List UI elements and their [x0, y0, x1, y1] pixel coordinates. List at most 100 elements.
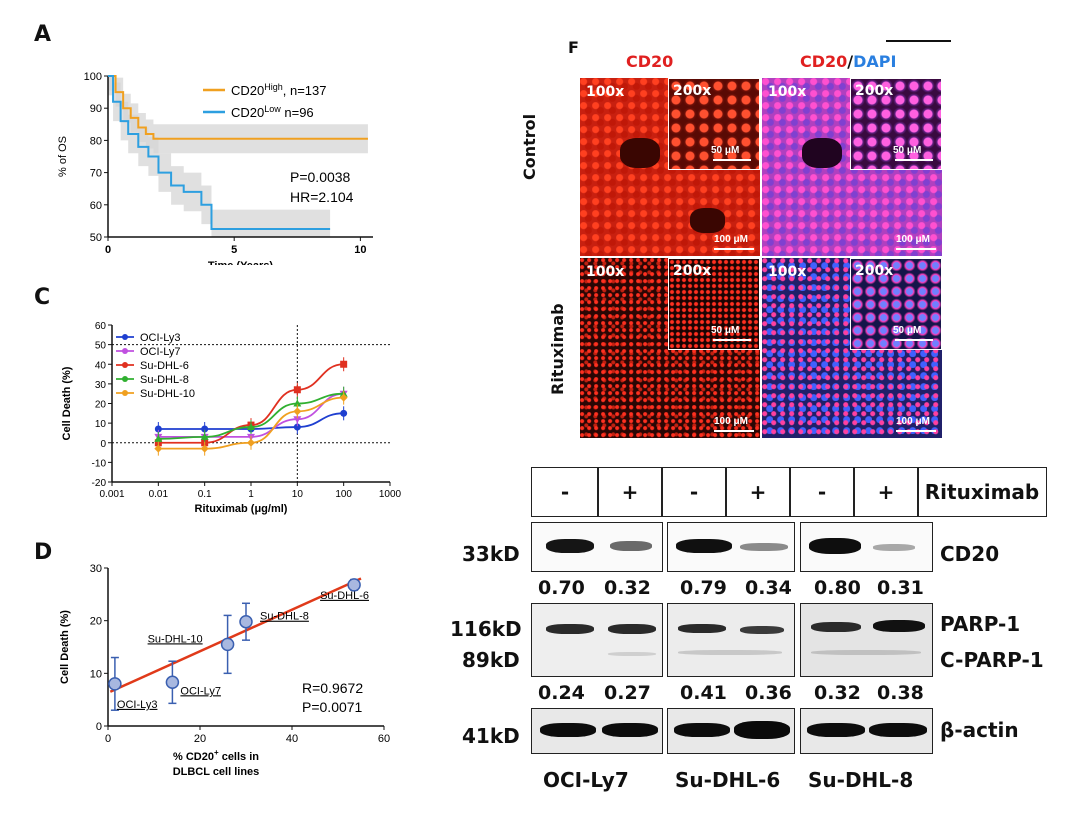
annotation-p: P=0.0038 [290, 169, 351, 185]
data-point [154, 444, 163, 453]
blot-band [807, 723, 865, 737]
x-tick-label: 0.01 [149, 489, 169, 500]
annotation-r: R=0.9672 [302, 680, 363, 696]
data-point [200, 444, 209, 453]
blot-band [678, 650, 782, 655]
x-tick-label: 1000 [379, 489, 402, 500]
y-axis-label: Cell Death (%) [61, 366, 73, 440]
x-tick-label: 10 [354, 244, 366, 256]
x-tick-label: 20 [194, 733, 206, 745]
magnification-label: 200x [673, 263, 712, 279]
x-tick-label: 0 [105, 733, 111, 745]
micro-header-merge-sep: / [847, 52, 854, 71]
legend-label: Su-DHL-8 [140, 374, 189, 386]
blot-band [676, 539, 732, 553]
y-axis-label: % of OS [57, 136, 69, 177]
legend-label: Su-DHL-10 [140, 388, 195, 400]
blot-band [678, 624, 726, 633]
micrograph-inset: 200x 50 μM [850, 78, 942, 170]
blot-frame [800, 522, 933, 572]
cell-line-label: OCI-Ly7 [543, 768, 629, 792]
magnification-label: 200x [673, 83, 712, 99]
data-point [201, 425, 209, 433]
blot-band [734, 721, 790, 739]
survival-line-0 [108, 75, 368, 140]
legend-label-main: CD20 [231, 105, 264, 120]
y-tick-label: 20 [90, 616, 102, 628]
y-tick-label: 60 [95, 321, 107, 332]
blot-band [674, 723, 730, 737]
x-axis-label-line2: DLBCL cell lines [173, 766, 260, 778]
legend-label: CD20High, n=137 [231, 82, 327, 98]
data-point [165, 675, 180, 690]
blot-band [811, 622, 861, 632]
dark-patch [690, 208, 725, 233]
y-tick-label: -20 [92, 478, 107, 489]
blot-band [546, 539, 594, 553]
magnification-label: 100x [768, 84, 807, 100]
data-point [220, 637, 235, 652]
blot-frame [667, 522, 795, 572]
treatment-sign: + [725, 467, 791, 517]
blot-frame [531, 522, 663, 572]
x-tick-label: 100 [335, 489, 352, 500]
x-axis-label-main: % CD20 [173, 751, 214, 763]
y-tick-label: 20 [95, 400, 107, 411]
data-point [200, 432, 209, 440]
legend-label-sup: High [264, 82, 283, 92]
point-label: Su-DHL-10 [148, 633, 203, 645]
x-tick-label: 0.001 [99, 489, 124, 500]
legend-label-main: CD20 [231, 83, 264, 98]
y-tick-label: -10 [92, 458, 107, 469]
data-point [293, 399, 302, 407]
scale-bar [713, 339, 751, 341]
point-label: Su-DHL-8 [260, 611, 309, 623]
marker-kd: 41kD [462, 724, 520, 748]
quant-value: 0.27 [604, 682, 651, 704]
blot-band [740, 626, 784, 634]
quant-value: 0.70 [538, 577, 585, 599]
point-label: OCI-Ly3 [117, 699, 158, 711]
legend-marker [122, 348, 128, 354]
legend-label-tail: , n=137 [283, 83, 327, 98]
x-tick-label: 10 [292, 489, 304, 500]
scale-label: 50 μM [711, 325, 740, 336]
scale-bar [713, 159, 751, 161]
y-tick-label: 60 [90, 200, 102, 212]
protein-label: PARP-1 [940, 612, 1021, 636]
point-label: OCI-Ly7 [180, 685, 221, 697]
y-tick-label: 10 [95, 419, 107, 430]
protein-label: C-PARP-1 [940, 648, 1044, 672]
blot-band [540, 723, 596, 737]
legend-marker [122, 334, 128, 340]
data-point [247, 423, 255, 431]
micro-header-merge: CD20/DAPI [800, 52, 896, 71]
panel-label-c: C [34, 285, 51, 310]
treatment-label: Rituximab [917, 467, 1047, 517]
y-tick-label: 0 [96, 721, 102, 733]
scale-label: 100 μM [714, 234, 748, 245]
x-axis-label: % CD20+ cells in [173, 748, 259, 763]
blot-band [873, 620, 925, 632]
micrograph-control-cd20: 100x 200x 50 μM 100 μM [580, 78, 760, 256]
micrograph-rituximab-cd20: 100x 200x 50 μM 100 μM [580, 258, 760, 438]
magnification-label: 200x [855, 83, 894, 99]
row-label-rituximab: Rituximab [548, 303, 567, 395]
annotation-hr: HR=2.104 [290, 189, 354, 205]
blot-frame [531, 603, 663, 677]
x-tick-label: 5 [231, 244, 237, 256]
data-point [347, 578, 361, 592]
x-axis-label: Time (Years) [208, 260, 274, 265]
protein-label: β-actin [940, 718, 1019, 742]
blot-band [610, 541, 652, 551]
blot-band [740, 543, 788, 551]
quant-value: 0.32 [604, 577, 651, 599]
quant-value: 0.34 [745, 577, 792, 599]
scale-bar [896, 248, 936, 250]
scale-label: 50 μM [893, 145, 922, 156]
scale-bar [895, 159, 933, 161]
marker-kd: 33kD [462, 542, 520, 566]
panel-label-a: A [34, 22, 52, 47]
y-tick-label: 90 [90, 103, 102, 115]
treatment-sign: + [597, 467, 663, 517]
